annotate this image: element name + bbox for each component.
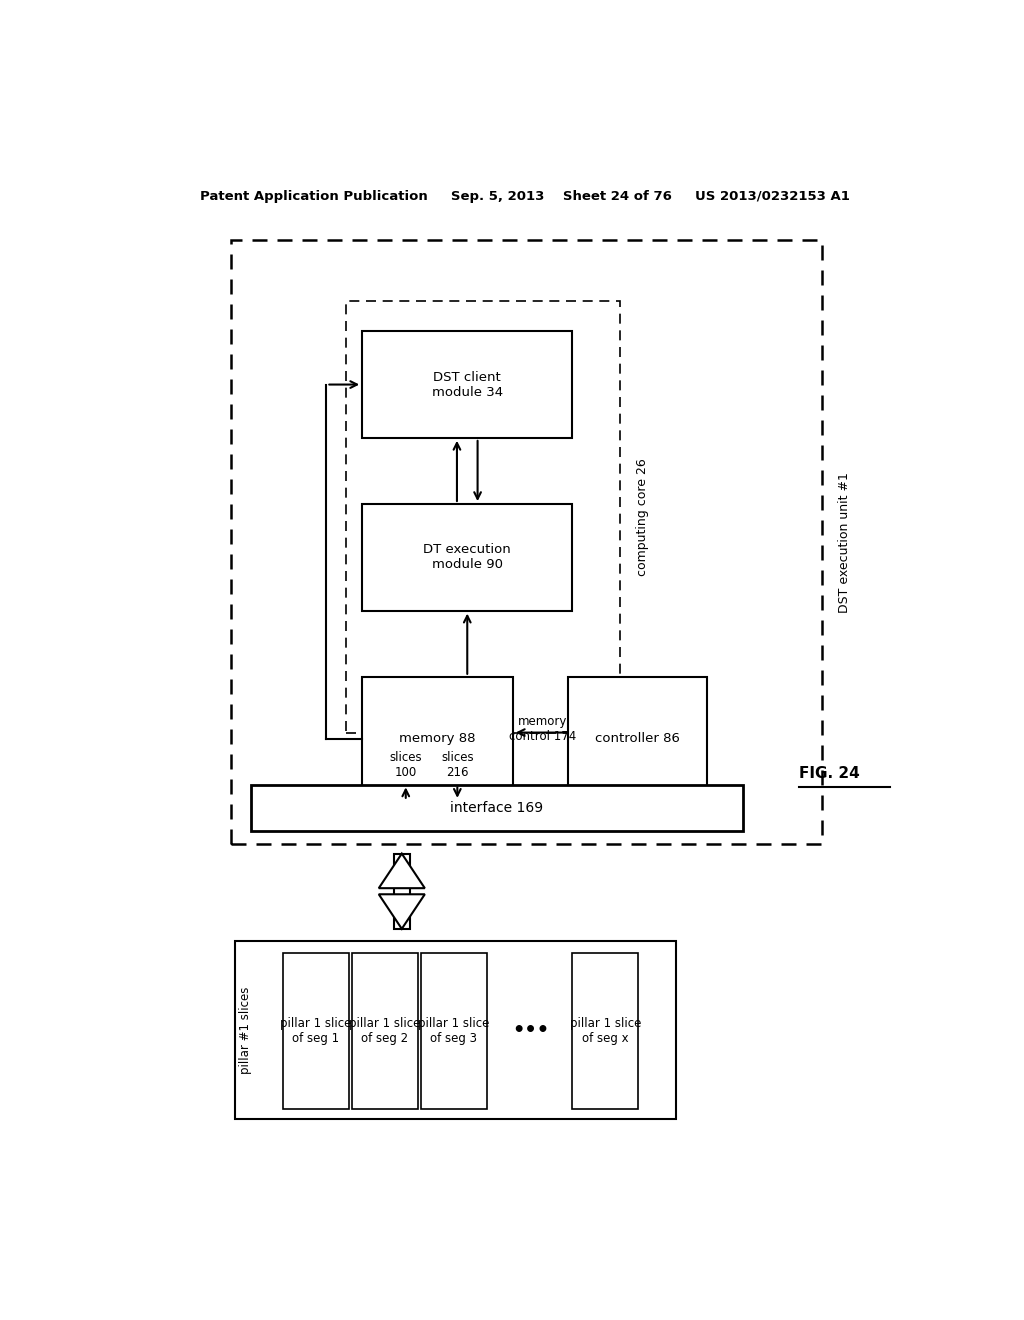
Text: computing core 26: computing core 26 [636, 458, 649, 576]
Text: Patent Application Publication     Sep. 5, 2013    Sheet 24 of 76     US 2013/02: Patent Application Publication Sep. 5, 2… [200, 190, 850, 202]
Text: memory
control 174: memory control 174 [509, 714, 577, 743]
FancyBboxPatch shape [362, 677, 513, 801]
FancyBboxPatch shape [362, 504, 572, 611]
Text: slices
100: slices 100 [389, 751, 422, 779]
Text: DST client
module 34: DST client module 34 [432, 371, 503, 399]
Text: slices
216: slices 216 [441, 751, 474, 779]
FancyBboxPatch shape [352, 953, 418, 1109]
Text: controller 86: controller 86 [595, 733, 680, 746]
FancyBboxPatch shape [236, 941, 676, 1119]
Polygon shape [379, 854, 425, 888]
Text: pillar 1 slice
of seg 1: pillar 1 slice of seg 1 [280, 1016, 351, 1045]
FancyBboxPatch shape [362, 331, 572, 438]
Text: DT execution
module 90: DT execution module 90 [423, 544, 511, 572]
FancyBboxPatch shape [231, 240, 822, 845]
Text: FIG. 24: FIG. 24 [799, 766, 859, 781]
FancyBboxPatch shape [572, 953, 638, 1109]
FancyBboxPatch shape [346, 301, 620, 733]
FancyBboxPatch shape [251, 784, 743, 832]
Text: interface 169: interface 169 [451, 801, 544, 814]
Text: pillar 1 slice
of seg 2: pillar 1 slice of seg 2 [349, 1016, 421, 1045]
Text: pillar 1 slice
of seg x: pillar 1 slice of seg x [569, 1016, 641, 1045]
Text: pillar #1 slices: pillar #1 slices [239, 986, 252, 1073]
FancyBboxPatch shape [283, 953, 348, 1109]
Text: memory 88: memory 88 [399, 733, 476, 746]
Text: pillar 1 slice
of seg 3: pillar 1 slice of seg 3 [418, 1016, 489, 1045]
FancyBboxPatch shape [421, 953, 486, 1109]
Text: •••: ••• [512, 1020, 549, 1040]
FancyBboxPatch shape [394, 854, 410, 929]
Text: DST execution unit #1: DST execution unit #1 [838, 471, 851, 612]
FancyBboxPatch shape [568, 677, 708, 801]
Polygon shape [379, 894, 425, 929]
